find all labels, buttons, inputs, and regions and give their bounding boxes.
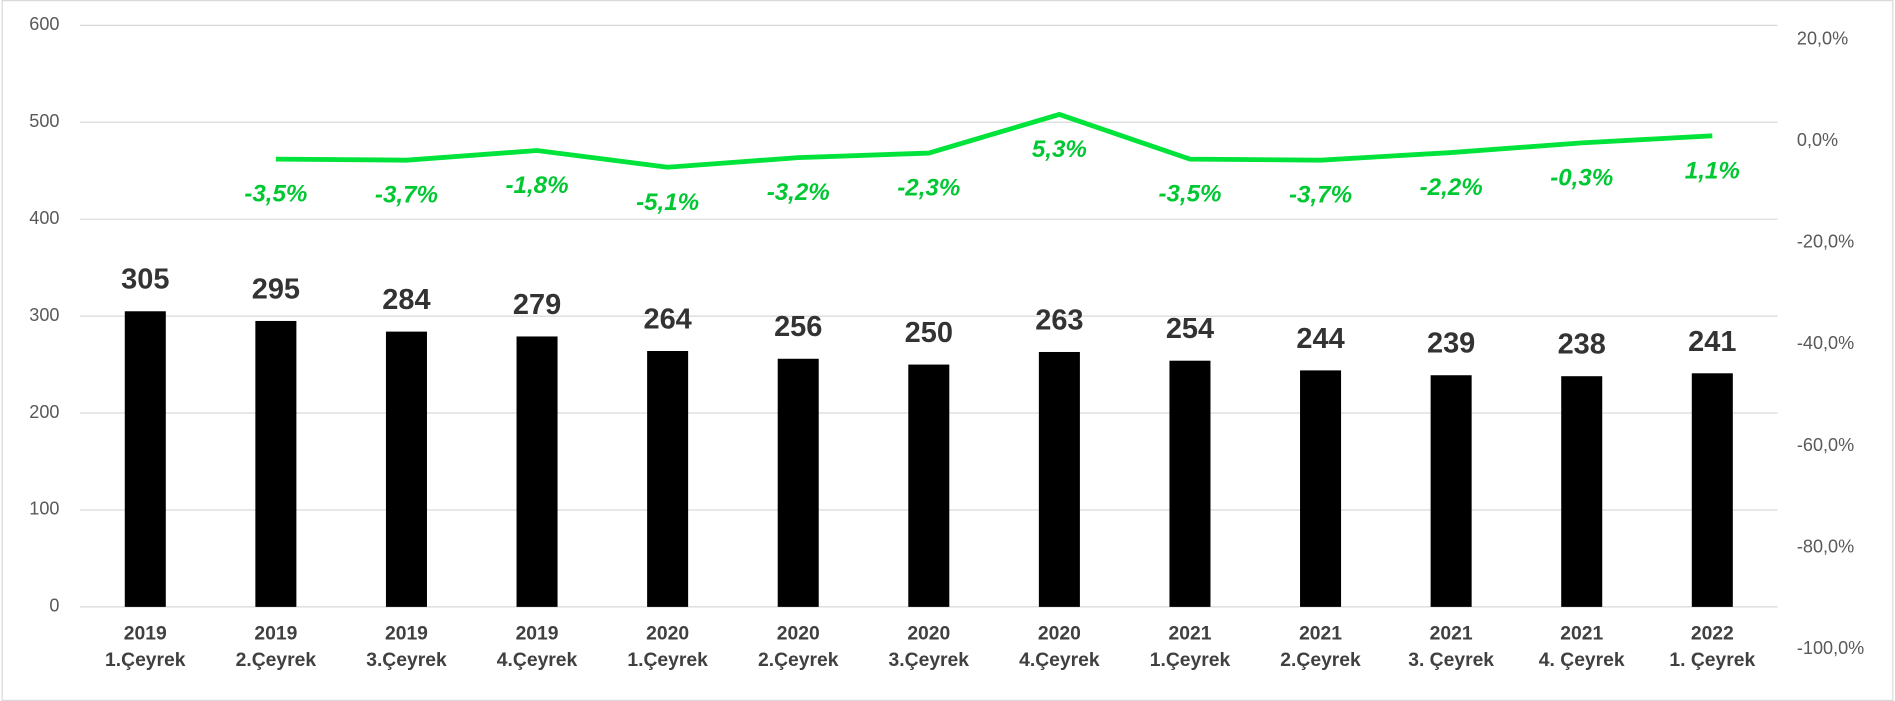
line	[275, 111, 1713, 170]
y-tick-label: 200	[29, 402, 59, 422]
x-tick-line: 2019	[516, 624, 559, 645]
x-tick-label: 2021 2.Çeyrek	[1280, 624, 1361, 672]
x-tick-label: 2019 2.Çeyrek	[236, 624, 317, 672]
line-value-label: -2,2%	[1420, 174, 1483, 201]
bar	[1430, 375, 1472, 607]
line-value-label: -0,3%	[1550, 164, 1613, 191]
y-tick-label: 400	[29, 208, 59, 228]
x-tick-line: 2020	[907, 624, 950, 645]
x-tick-line: 2.Çeyrek	[1280, 650, 1361, 671]
line-value-label: 1,1%	[1685, 157, 1740, 184]
x-tick-label: 2019 1.Çeyrek	[105, 624, 186, 672]
x-tick-line: 2021	[1430, 624, 1473, 645]
x-tick-line: 4.Çeyrek	[497, 650, 578, 671]
x-tick-line: 2.Çeyrek	[236, 650, 317, 671]
x-tick-line: 2021	[1299, 624, 1342, 645]
y-tick-label: 500	[29, 111, 59, 131]
line-value-label: -1,8%	[506, 172, 569, 199]
bar	[1300, 370, 1342, 607]
bar-value-label: 305	[121, 264, 169, 296]
x-tick-line: 2.Çeyrek	[758, 650, 839, 671]
bar-value-label: 244	[1296, 323, 1344, 355]
x-tick-line: 2020	[646, 624, 689, 645]
x-tick-label: 2020 4.Çeyrek	[1019, 624, 1100, 672]
bar	[1169, 360, 1211, 607]
bar	[777, 358, 819, 607]
y2-tick-label: -40,0%	[1797, 333, 1854, 353]
bar-value-label: 239	[1427, 328, 1475, 360]
y2-tick-label: -60,0%	[1797, 435, 1854, 455]
x-tick-label: 2020 2.Çeyrek	[758, 624, 839, 672]
x-tick-label: 2019 4.Çeyrek	[497, 624, 578, 672]
y2-tick-label: -80,0%	[1797, 536, 1854, 556]
bar-value-label: 254	[1166, 313, 1214, 345]
bar	[255, 320, 297, 607]
x-tick-line: 2020	[1038, 624, 1081, 645]
bar-value-label: 295	[252, 273, 300, 305]
line-value-label: -3,5%	[1158, 181, 1221, 208]
bar	[1691, 373, 1733, 607]
x-tick-label: 2021 3. Çeyrek	[1408, 624, 1494, 672]
line-value-label: -2,3%	[897, 175, 960, 202]
bar-value-label: 241	[1688, 326, 1736, 358]
bar	[516, 336, 558, 607]
line-value-label: -5,1%	[636, 189, 699, 216]
y-tick-label: 100	[29, 499, 59, 519]
bar-value-label: 238	[1558, 329, 1606, 361]
y2-tick-label: 0,0%	[1797, 130, 1838, 150]
bar	[385, 331, 427, 607]
x-tick-line: 3. Çeyrek	[1408, 650, 1494, 671]
line-value-label: -3,7%	[1289, 182, 1352, 209]
line-value-label: -3,2%	[767, 179, 830, 206]
x-tick-line: 4.Çeyrek	[1019, 650, 1100, 671]
bar-value-label: 264	[643, 303, 691, 335]
x-tick-line: 3.Çeyrek	[889, 650, 970, 671]
x-tick-label: 2020 1.Çeyrek	[627, 624, 708, 672]
bar-value-label: 279	[513, 289, 561, 321]
x-tick-label: 2019 3.Çeyrek	[366, 624, 447, 672]
y-tick-label: 0	[49, 596, 59, 616]
x-tick-line: 1.Çeyrek	[105, 650, 186, 671]
bar-value-label: 263	[1035, 304, 1083, 336]
y-tick-label: 600	[29, 14, 59, 34]
bar	[1038, 351, 1080, 607]
x-tick-line: 2020	[777, 624, 820, 645]
x-tick-line: 2021	[1560, 624, 1603, 645]
x-tick-label: 2021 4. Çeyrek	[1539, 624, 1625, 672]
x-tick-line: 1.Çeyrek	[1150, 650, 1231, 671]
bar-value-label: 256	[774, 311, 822, 343]
x-tick-line: 2021	[1168, 624, 1211, 645]
x-tick-line: 1. Çeyrek	[1669, 650, 1755, 671]
x-tick-label: 2022 1. Çeyrek	[1669, 624, 1755, 672]
bar	[908, 364, 950, 607]
bar	[124, 311, 166, 607]
bar	[647, 351, 689, 607]
y2-tick-label: -100,0%	[1797, 638, 1864, 658]
line-value-label: -3,7%	[375, 182, 438, 209]
y2-tick-label: -20,0%	[1797, 232, 1854, 252]
x-tick-line: 2019	[124, 624, 167, 645]
x-tick-line: 1.Çeyrek	[627, 650, 708, 671]
y2-tick-label: 20,0%	[1797, 29, 1848, 49]
bar-value-label: 250	[905, 317, 953, 349]
line-value-label: -3,5%	[244, 181, 307, 208]
x-tick-line: 3.Çeyrek	[366, 650, 447, 671]
bar-value-label: 284	[382, 284, 430, 316]
x-tick-label: 2021 1.Çeyrek	[1150, 624, 1231, 672]
x-tick-line: 2019	[254, 624, 297, 645]
y-tick-label: 300	[29, 305, 59, 325]
x-tick-line: 4. Çeyrek	[1539, 650, 1625, 671]
x-tick-line: 2022	[1691, 624, 1734, 645]
line-value-label: 5,3%	[1032, 136, 1087, 163]
x-tick-line: 2019	[385, 624, 428, 645]
x-tick-label: 2020 3.Çeyrek	[889, 624, 970, 672]
bar	[1561, 376, 1603, 607]
